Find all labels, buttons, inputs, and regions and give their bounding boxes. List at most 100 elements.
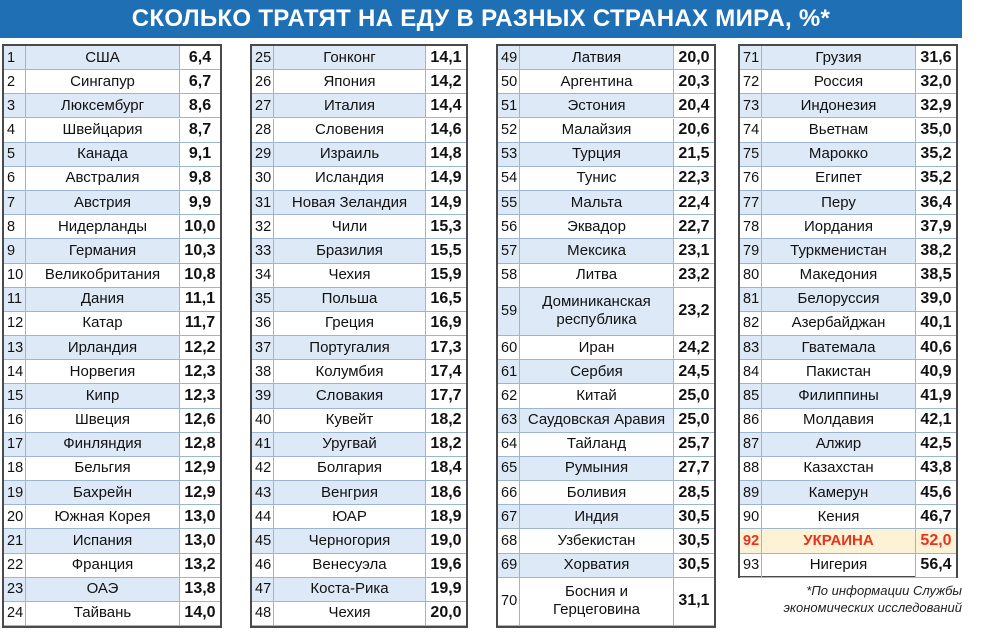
table-row: 17 Финляндия 12,8	[4, 432, 220, 457]
country-cell: Кувейт	[274, 408, 426, 432]
country-cell: Боливия	[520, 481, 674, 505]
rank-cell: 86	[740, 408, 762, 432]
rank-cell: 33	[252, 239, 274, 263]
rank-cell: 78	[740, 215, 762, 239]
country-cell: Коста-Рика	[274, 577, 426, 601]
table-row: 29 Израиль 14,8	[252, 142, 466, 167]
country-cell: Япония	[274, 70, 426, 94]
country-cell: Словения	[274, 118, 426, 142]
rank-cell: 77	[740, 191, 762, 215]
table-row: 30 Исландия 14,9	[252, 166, 466, 191]
table-row: 22 Франция 13,2	[4, 553, 220, 578]
value-cell: 30,5	[674, 529, 714, 553]
country-cell: ОАЭ	[26, 577, 180, 601]
country-cell: Израиль	[274, 142, 426, 166]
country-cell: Греция	[274, 311, 426, 336]
value-cell: 9,1	[180, 142, 220, 166]
value-cell: 22,7	[674, 215, 714, 239]
value-cell: 9,9	[180, 191, 220, 215]
rank-cell: 53	[498, 142, 520, 166]
table-row: 38 Колумбия 17,4	[252, 360, 466, 385]
table-row: 62 Китай 25,0	[498, 384, 714, 409]
country-cell: Марокко	[762, 142, 916, 166]
country-cell: Канада	[26, 142, 180, 166]
table-row: 78 Иордания 37,9	[740, 215, 956, 240]
value-cell: 11,7	[180, 311, 220, 336]
value-cell: 35,2	[916, 142, 956, 166]
country-cell: Испания	[26, 529, 180, 553]
country-cell: Литва	[520, 263, 674, 287]
country-cell: Кипр	[26, 384, 180, 408]
country-cell: Дания	[26, 287, 180, 311]
country-cell: Чили	[274, 215, 426, 239]
value-cell: 37,9	[916, 215, 956, 239]
rank-cell: 48	[252, 601, 274, 626]
country-cell: Ирландия	[26, 336, 180, 360]
table-row: 10 Великобритания 10,8	[4, 263, 220, 288]
value-cell: 24,5	[674, 360, 714, 384]
country-cell: Россия	[762, 70, 916, 94]
table-row: 52 Малайзия 20,6	[498, 118, 714, 143]
rank-cell: 11	[4, 287, 26, 311]
value-cell: 21,5	[674, 142, 714, 166]
footnote: *По информации Службы экономических иссл…	[783, 583, 962, 615]
rank-cell: 43	[252, 481, 274, 505]
country-cell: Венесуэла	[274, 553, 426, 577]
table-row: 44 ЮАР 18,9	[252, 505, 466, 530]
table-row: 2 Сингапур 6,7	[4, 70, 220, 95]
rank-cell: 75	[740, 142, 762, 166]
value-cell: 27,7	[674, 456, 714, 481]
country-cell: Филиппины	[762, 384, 916, 408]
country-cell: Нидерланды	[26, 215, 180, 239]
country-cell: Бразилия	[274, 239, 426, 263]
country-cell: Босния и Герцеговина	[520, 577, 674, 626]
rank-cell: 70	[498, 577, 520, 626]
rank-cell: 5	[4, 142, 26, 166]
country-cell: Гонконг	[274, 46, 426, 70]
country-cell: ЮАР	[274, 505, 426, 529]
value-cell: 20,0	[674, 46, 714, 70]
country-cell: Финляндия	[26, 432, 180, 456]
rank-cell: 49	[498, 46, 520, 70]
table-row: 47 Коста-Рика 19,9	[252, 577, 466, 602]
rank-cell: 23	[4, 577, 26, 601]
rank-cell: 80	[740, 263, 762, 287]
country-cell: Казахстан	[762, 456, 916, 481]
value-cell: 8,6	[180, 94, 220, 118]
rank-cell: 62	[498, 384, 520, 408]
table-column-4: 71 Грузия 31,6 72 Россия 32,0 73 Индонезия 32,9 7…	[738, 44, 958, 578]
table-row: 11 Дания 11,1	[4, 287, 220, 312]
country-cell: Люксембург	[26, 94, 180, 118]
rank-cell: 29	[252, 142, 274, 166]
table-row: 24 Тайвань 14,0	[4, 601, 220, 627]
rank-cell: 4	[4, 118, 26, 142]
rank-cell: 93	[740, 553, 762, 577]
rank-cell: 57	[498, 239, 520, 263]
rank-cell: 32	[252, 215, 274, 239]
rank-cell: 85	[740, 384, 762, 408]
table-row: 60 Иран 24,2	[498, 336, 714, 361]
rank-cell: 24	[4, 601, 26, 626]
value-cell: 23,2	[674, 287, 714, 336]
rank-cell: 41	[252, 432, 274, 456]
rank-cell: 50	[498, 70, 520, 94]
country-cell: Австралия	[26, 166, 180, 190]
table-row: 81 Белоруссия 39,0	[740, 287, 956, 312]
value-cell: 6,7	[180, 70, 220, 94]
rank-cell: 45	[252, 529, 274, 553]
country-cell: Иордания	[762, 215, 916, 239]
value-cell: 17,3	[426, 336, 466, 360]
value-cell: 42,1	[916, 408, 956, 432]
value-cell: 15,9	[426, 263, 466, 287]
country-cell: Перу	[762, 191, 916, 215]
rank-cell: 64	[498, 432, 520, 456]
country-cell: Аргентина	[520, 70, 674, 94]
country-cell: Германия	[26, 239, 180, 263]
value-cell: 32,9	[916, 94, 956, 118]
value-cell: 30,5	[674, 505, 714, 529]
table-row: 34 Чехия 15,9	[252, 263, 466, 288]
table-row: 40 Кувейт 18,2	[252, 408, 466, 433]
value-cell: 10,3	[180, 239, 220, 263]
rank-cell: 89	[740, 481, 762, 505]
country-cell: Саудовская Аравия	[520, 408, 674, 432]
